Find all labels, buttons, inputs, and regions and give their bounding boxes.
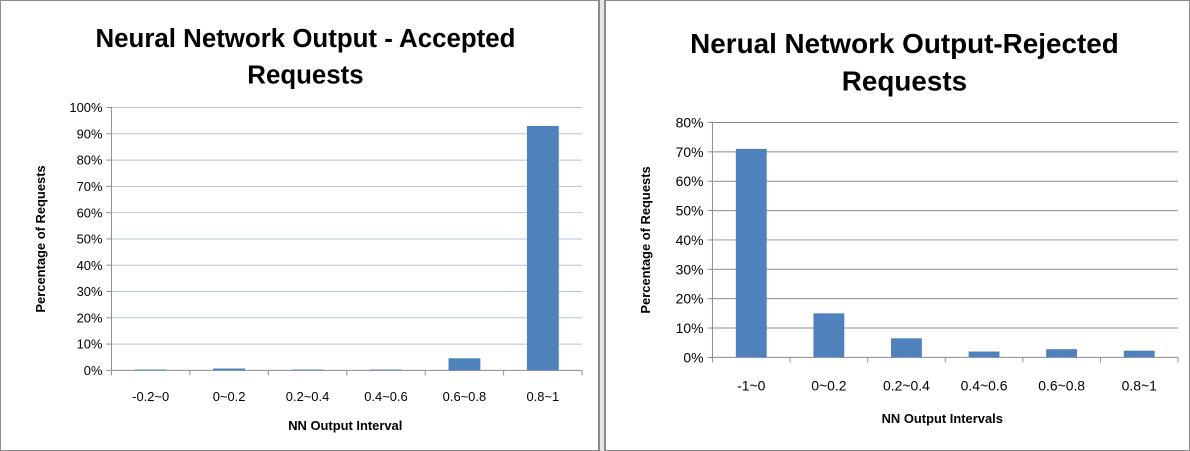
y-tick-label: 40%	[676, 232, 704, 248]
bar	[291, 369, 324, 371]
y-tick-label: 100%	[69, 100, 103, 115]
y-tick-label: 50%	[77, 232, 103, 247]
bar	[1046, 349, 1078, 358]
bar	[813, 313, 845, 358]
x-axis-title: NN Output Intervals	[882, 411, 1003, 426]
y-tick-label: 90%	[77, 126, 103, 141]
bar	[735, 148, 767, 358]
x-tick-label: 0.6~0.8	[1038, 377, 1085, 393]
y-tick-label: 60%	[77, 205, 103, 220]
x-tick-label: 0.4~0.6	[961, 377, 1008, 393]
x-tick-label: 0.8~1	[527, 389, 560, 404]
chart-title-line: Requests	[842, 66, 967, 97]
x-tick-label: 0~0.2	[811, 377, 846, 393]
bar	[134, 369, 167, 371]
panel-divider	[600, 0, 604, 451]
y-tick-label: 30%	[77, 284, 103, 299]
y-tick-label: 80%	[676, 114, 704, 130]
bar	[526, 125, 559, 371]
chart-title-line: Neural Network Output - Accepted	[96, 25, 516, 53]
x-tick-label: 0.8~1	[1122, 377, 1157, 393]
x-axis-title: NN Output Interval	[288, 418, 402, 433]
bar	[213, 368, 246, 371]
bar	[891, 338, 922, 358]
bar	[968, 351, 1000, 358]
y-axis-title: Percentage of Requests	[638, 166, 653, 313]
x-tick-label: 0.4~0.6	[364, 389, 407, 404]
x-tick-label: 0.2~0.4	[286, 389, 329, 404]
rejected-requests-chart: Nerual Network Output-Rejected Requests 0%…	[638, 28, 1179, 426]
y-tick-label: 80%	[77, 153, 103, 168]
y-tick-label: 20%	[77, 310, 103, 325]
bar	[1123, 350, 1155, 358]
x-tick-label: -0.2~0	[132, 389, 169, 404]
x-tick-label: 0.2~0.4	[883, 377, 930, 393]
x-tick-label: 0.6~0.8	[443, 389, 486, 404]
rejected-requests-chart-panel: Nerual Network Output-Rejected Requests 0%…	[604, 0, 1190, 451]
bar	[370, 369, 402, 371]
bar	[448, 358, 481, 371]
accepted-requests-chart-panel: Neural Network Output - Accepted Requests…	[0, 0, 600, 451]
accepted-requests-chart: Neural Network Output - Accepted Requests…	[33, 25, 583, 433]
y-tick-label: 10%	[77, 337, 103, 352]
x-tick-label: -1~0	[737, 377, 765, 393]
y-tick-label: 0%	[84, 363, 103, 378]
chart-title-line: Requests	[247, 62, 363, 90]
y-tick-label: 0%	[683, 349, 703, 365]
y-tick-label: 70%	[676, 144, 704, 160]
y-tick-label: 30%	[676, 261, 704, 277]
chart-title-line: Nerual Network Output-Rejected	[690, 28, 1119, 59]
y-tick-label: 60%	[676, 173, 704, 189]
y-tick-label: 70%	[77, 179, 103, 194]
x-tick-label: 0~0.2	[213, 389, 246, 404]
y-axis-title: Percentage of Requests	[33, 165, 48, 312]
y-tick-label: 20%	[676, 291, 704, 307]
y-tick-label: 10%	[676, 320, 704, 336]
y-tick-label: 40%	[77, 258, 103, 273]
y-tick-label: 50%	[676, 203, 704, 219]
